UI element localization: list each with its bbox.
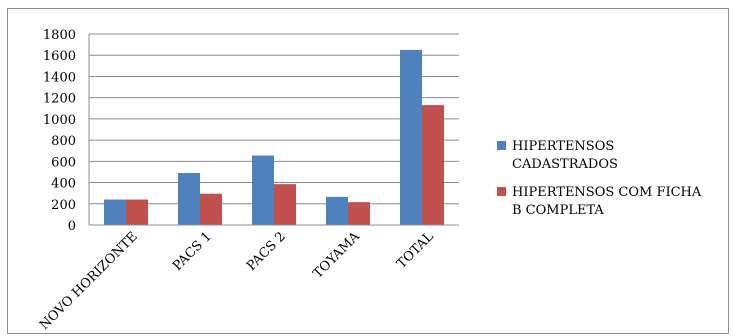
y-tick-label: 800 <box>51 134 76 149</box>
y-tick-label: 1200 <box>43 92 76 107</box>
x-axis <box>88 34 459 226</box>
legend-label-line: HIPERTENSOS COM FICHA <box>512 185 702 200</box>
bars <box>104 49 444 225</box>
x-tick-label: PACS 1 <box>170 229 215 274</box>
bar-cadastrados-0 <box>104 199 126 225</box>
legend-label-line: HIPERTENSOS <box>512 139 614 154</box>
bar-ficha-b-4 <box>422 105 444 225</box>
bar-cadastrados-1 <box>178 173 200 225</box>
bar-ficha-b-0 <box>126 199 148 225</box>
y-tick-label: 1000 <box>43 113 76 128</box>
x-tick-label: NOVO HORIZONTE <box>37 229 141 333</box>
y-tick-label: 400 <box>51 177 76 192</box>
legend-label: HIPERTENSOS COM FICHA B COMPLETA <box>512 185 702 218</box>
x-tick-label: TOYAMA <box>311 229 364 282</box>
bar-ficha-b-3 <box>348 202 370 225</box>
y-tick-label: 0 <box>68 219 76 234</box>
bar-cadastrados-3 <box>326 196 348 225</box>
x-axis-ticks: NOVO HORIZONTE PACS 1 PACS 2 TOYAMA TOTAL <box>37 229 437 333</box>
bar-ficha-b-2 <box>274 184 296 225</box>
y-tick-label: 600 <box>51 155 76 170</box>
y-tick-label: 1400 <box>43 70 76 85</box>
bar-cadastrados-4 <box>400 49 422 225</box>
bar-cadastrados-2 <box>252 155 274 225</box>
legend-label-line: B COMPLETA <box>512 203 604 218</box>
legend-label-line: CADASTRADOS <box>512 157 618 172</box>
y-axis-ticks: 0 200 400 600 800 1000 1200 1400 1600 1800 <box>43 28 76 234</box>
y-tick-label: 1800 <box>43 28 76 43</box>
y-tick-label: 200 <box>51 198 76 213</box>
chart-frame <box>7 8 729 334</box>
x-tick-label: PACS 2 <box>244 229 289 274</box>
legend-label: HIPERTENSOS CADASTRADOS <box>512 139 618 172</box>
legend-swatch <box>497 187 506 196</box>
y-tick-label: 1600 <box>43 49 76 64</box>
gridlines <box>89 33 459 205</box>
bar-ficha-b-1 <box>200 193 222 225</box>
x-tick-label: TOTAL <box>394 229 437 272</box>
legend-swatch <box>497 141 506 150</box>
legend: HIPERTENSOS CADASTRADOS HIPERTENSOS COM FI… <box>497 139 702 218</box>
